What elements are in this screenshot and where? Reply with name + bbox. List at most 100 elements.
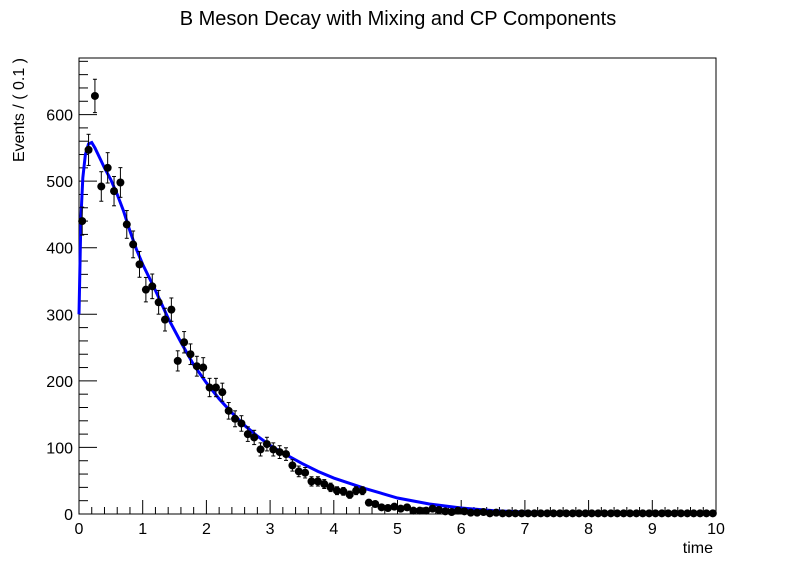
data-point bbox=[103, 163, 112, 172]
data-point bbox=[180, 338, 189, 347]
data-point bbox=[594, 509, 603, 518]
x-tick-label: 3 bbox=[266, 521, 275, 538]
data-point bbox=[434, 506, 443, 515]
data-point bbox=[167, 305, 176, 314]
data-point bbox=[536, 509, 545, 518]
data-point bbox=[702, 509, 711, 518]
data-point bbox=[129, 240, 138, 249]
y-tick-label: 400 bbox=[46, 241, 73, 258]
data-point bbox=[485, 509, 494, 518]
data-point bbox=[192, 362, 201, 371]
x-axis-label: time bbox=[683, 540, 713, 557]
data-point bbox=[422, 506, 431, 515]
data-point bbox=[543, 509, 552, 518]
data-point bbox=[587, 509, 596, 518]
data-point bbox=[415, 506, 424, 515]
data-point bbox=[498, 509, 507, 518]
x-tick-label: 7 bbox=[520, 521, 529, 538]
data-point bbox=[606, 509, 615, 518]
data-point bbox=[275, 448, 284, 457]
data-point bbox=[460, 507, 469, 516]
data-point bbox=[148, 282, 157, 291]
data-point bbox=[383, 504, 392, 513]
data-point bbox=[326, 483, 335, 492]
data-point bbox=[256, 445, 265, 454]
y-axis-label: Events / ( 0.1 ) bbox=[11, 58, 28, 162]
data-point bbox=[345, 490, 354, 499]
data-point bbox=[600, 509, 609, 518]
data-point bbox=[504, 509, 513, 518]
data-point bbox=[116, 178, 125, 187]
data-point bbox=[371, 500, 380, 509]
data-point bbox=[454, 506, 463, 515]
y-tick-label: 600 bbox=[46, 108, 73, 125]
data-point bbox=[364, 498, 373, 507]
data-point bbox=[562, 509, 571, 518]
data-point bbox=[294, 467, 303, 476]
data-point bbox=[199, 363, 208, 372]
data-point bbox=[683, 509, 692, 518]
y-tick-label: 100 bbox=[46, 440, 73, 457]
x-tick-label: 1 bbox=[138, 521, 147, 538]
data-point bbox=[224, 406, 233, 415]
data-point bbox=[339, 487, 348, 496]
data-point bbox=[160, 315, 169, 324]
data-point bbox=[135, 260, 144, 269]
data-point bbox=[110, 187, 119, 196]
data-point bbox=[466, 508, 475, 517]
data-point bbox=[441, 507, 450, 516]
data-point bbox=[517, 509, 526, 518]
data-point bbox=[186, 350, 195, 359]
chart-title: B Meson Decay with Mixing and CP Compone… bbox=[179, 8, 617, 30]
data-point bbox=[664, 509, 673, 518]
data-point bbox=[511, 509, 520, 518]
data-point bbox=[524, 509, 533, 518]
data-point bbox=[651, 509, 660, 518]
y-tick-label: 500 bbox=[46, 174, 73, 191]
data-point bbox=[549, 509, 558, 518]
data-point bbox=[154, 298, 163, 307]
fit-curve bbox=[77, 140, 717, 516]
x-tick-label: 4 bbox=[329, 521, 338, 538]
data-point bbox=[97, 182, 106, 191]
data-point bbox=[696, 509, 705, 518]
data-point bbox=[288, 461, 297, 470]
data-point bbox=[231, 414, 240, 423]
data-point bbox=[358, 486, 367, 495]
data-point bbox=[243, 430, 252, 439]
data-point bbox=[626, 509, 635, 518]
data-point bbox=[670, 509, 679, 518]
data-point bbox=[301, 468, 310, 477]
data-point bbox=[676, 509, 685, 518]
data-point bbox=[555, 509, 564, 518]
data-point bbox=[447, 508, 456, 517]
data-point bbox=[403, 503, 412, 512]
plot-frame bbox=[78, 57, 717, 515]
data-point bbox=[141, 285, 150, 294]
data-point bbox=[619, 509, 628, 518]
x-tick-label: 8 bbox=[584, 521, 593, 538]
data-point bbox=[428, 504, 437, 513]
data-point bbox=[313, 477, 322, 486]
data-point bbox=[377, 503, 386, 512]
data-point bbox=[409, 506, 418, 515]
data-point bbox=[479, 508, 488, 517]
x-tick-label: 6 bbox=[457, 521, 466, 538]
data-point bbox=[708, 509, 717, 518]
data-point bbox=[613, 509, 622, 518]
data-point bbox=[211, 383, 220, 392]
data-point bbox=[320, 480, 329, 489]
data-point bbox=[632, 509, 641, 518]
data-point bbox=[90, 91, 99, 100]
data-point bbox=[473, 508, 482, 517]
data-point bbox=[84, 145, 93, 154]
data-point bbox=[645, 509, 654, 518]
data-point bbox=[237, 419, 246, 428]
data-point bbox=[689, 509, 698, 518]
data-point bbox=[390, 502, 399, 511]
data-point bbox=[282, 450, 291, 459]
data-point bbox=[269, 445, 278, 454]
data-point bbox=[657, 509, 666, 518]
y-tick-label: 200 bbox=[46, 374, 73, 391]
